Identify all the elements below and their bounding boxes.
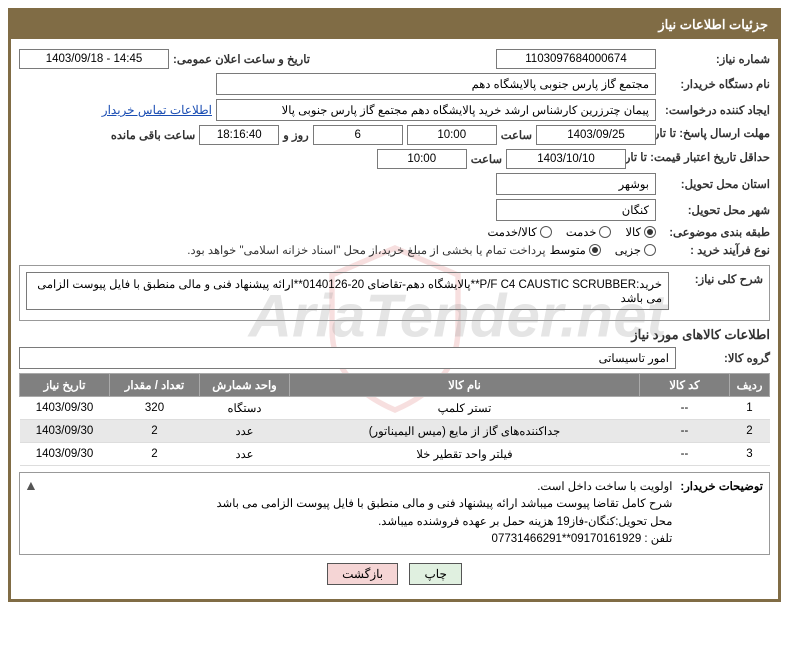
table-header: نام کالا [290, 374, 640, 397]
row-buyer: نام دستگاه خریدار: مجتمع گاز پارس جنوبی … [19, 73, 770, 95]
buyer-notes-box: ▲ توضیحات خریدار: اولویت با ساخت داخل اس… [19, 472, 770, 555]
table-cell: عدد [200, 443, 290, 466]
details-panel: جزئیات اطلاعات نیاز شماره نیاز: 11030976… [8, 8, 781, 602]
row-province: استان محل تحویل: بوشهر [19, 173, 770, 195]
process-option-0[interactable]: جزیی [615, 243, 656, 257]
radio-icon [644, 226, 656, 238]
radio-icon [644, 244, 656, 256]
print-button[interactable]: چاپ [409, 563, 461, 585]
remaining-label: ساعت باقی مانده [111, 128, 195, 142]
deadline-time-label: ساعت [501, 128, 532, 142]
table-cell: 2 [110, 420, 200, 443]
category-label: کالا [625, 225, 641, 239]
table-cell: عدد [200, 420, 290, 443]
goods-table: ردیفکد کالانام کالاواحد شمارشتعداد / مقد… [19, 373, 770, 466]
table-cell: جداکننده‌های گاز از مایع (میس الیمیناتور… [290, 420, 640, 443]
radio-icon [589, 244, 601, 256]
table-row: 1--تستر کلمپدستگاه3201403/09/30 [20, 397, 770, 420]
buyer-value: مجتمع گاز پارس جنوبی پالایشگاه دهم [216, 73, 656, 95]
process-label: جزیی [615, 243, 641, 257]
buyer-notes-text: اولویت با ساخت داخل است.شرح کامل تقاضا پ… [26, 479, 672, 548]
general-label: شرح کلی نیاز: [673, 272, 763, 286]
table-cell: 1403/09/30 [20, 420, 110, 443]
requester-value: پیمان چترزرین کارشناس ارشد خرید پالایشگا… [216, 99, 656, 121]
table-header: تعداد / مقدار [110, 374, 200, 397]
table-row: 3--فیلتر واحد تقطیر خلاعدد21403/09/30 [20, 443, 770, 466]
table-cell: -- [640, 420, 730, 443]
province-label: استان محل تحویل: [660, 177, 770, 191]
table-header: واحد شمارش [200, 374, 290, 397]
province-value: بوشهر [496, 173, 656, 195]
row-validity: حداقل تاریخ اعتبار قیمت: تا تاریخ: 1403/… [19, 149, 770, 169]
table-cell: 1403/09/30 [20, 443, 110, 466]
table-cell: تستر کلمپ [290, 397, 640, 420]
row-process: نوع فرآیند خرید : جزیی متوسط پرداخت تمام … [19, 243, 770, 257]
table-header: کد کالا [640, 374, 730, 397]
table-cell: 2 [110, 443, 200, 466]
row-deadline: مهلت ارسال پاسخ: تا تاریخ: 1403/09/25 سا… [19, 125, 770, 145]
days-suffix: روز و [283, 128, 308, 142]
process-label: نوع فرآیند خرید : [660, 243, 770, 257]
city-label: شهر محل تحویل: [660, 203, 770, 217]
table-header: ردیف [730, 374, 770, 397]
row-need-number: شماره نیاز: 1103097684000674 تاریخ و ساع… [19, 49, 770, 69]
group-label: گروه کالا: [680, 351, 770, 365]
table-cell: 320 [110, 397, 200, 420]
group-value: امور تاسیساتی [19, 347, 676, 369]
table-cell: -- [640, 397, 730, 420]
table-cell: 3 [730, 443, 770, 466]
remaining-days: 6 [313, 125, 403, 145]
validity-time-label: ساعت [471, 152, 502, 166]
need-no-label: شماره نیاز: [660, 52, 770, 66]
table-header: تاریخ نیاز [20, 374, 110, 397]
category-label: کالا/خدمت [488, 225, 537, 239]
goods-section-header: اطلاعات کالاهای مورد نیاز [19, 327, 770, 343]
validity-time: 10:00 [377, 149, 467, 169]
process-option-1[interactable]: متوسط [550, 243, 601, 257]
radio-icon [540, 226, 552, 238]
row-city: شهر محل تحویل: کنگان [19, 199, 770, 221]
category-option-2[interactable]: کالا/خدمت [488, 225, 552, 239]
requester-label: ایجاد کننده درخواست: [660, 103, 770, 117]
table-cell: -- [640, 443, 730, 466]
table-cell: 1403/09/30 [20, 397, 110, 420]
buyer-label: نام دستگاه خریدار: [660, 77, 770, 91]
scroll-up-icon[interactable]: ▲ [24, 477, 38, 493]
row-requester: ایجاد کننده درخواست: پیمان چترزرین کارشن… [19, 99, 770, 121]
announce-label: تاریخ و ساعت اعلان عمومی: [173, 52, 310, 66]
table-cell: دستگاه [200, 397, 290, 420]
buyer-notes-label: توضیحات خریدار: [680, 479, 763, 548]
button-row: چاپ بازگشت [19, 555, 770, 589]
table-cell: 1 [730, 397, 770, 420]
process-label: متوسط [550, 243, 586, 257]
contact-link[interactable]: اطلاعات تماس خریدار [102, 103, 212, 117]
category-option-0[interactable]: کالا [625, 225, 656, 239]
category-option-1[interactable]: خدمت [566, 225, 612, 239]
deadline-date: 1403/09/25 [536, 125, 656, 145]
general-text: خرید:P/F C4 CAUSTIC SCRUBBER**پالایشگاه … [26, 272, 669, 310]
category-label: خدمت [566, 225, 597, 239]
radio-icon [599, 226, 611, 238]
need-no-value: 1103097684000674 [496, 49, 656, 69]
table-cell: 2 [730, 420, 770, 443]
process-note: پرداخت تمام یا بخشی از مبلغ خرید،از محل … [187, 243, 545, 257]
panel-title: جزئیات اطلاعات نیاز [11, 11, 778, 39]
validity-label: حداقل تاریخ اعتبار قیمت: تا تاریخ: [630, 152, 770, 166]
category-label: طبقه بندی موضوعی: [660, 225, 770, 239]
table-cell: فیلتر واحد تقطیر خلا [290, 443, 640, 466]
deadline-time: 10:00 [407, 125, 497, 145]
remaining-hms: 18:16:40 [199, 125, 279, 145]
city-value: کنگان [496, 199, 656, 221]
validity-date: 1403/10/10 [506, 149, 626, 169]
row-category: طبقه بندی موضوعی: کالا خدمت کالا/خدمت [19, 225, 770, 239]
row-group: گروه کالا: امور تاسیساتی [19, 347, 770, 369]
general-desc-frame: شرح کلی نیاز: خرید:P/F C4 CAUSTIC SCRUBB… [19, 265, 770, 321]
back-button[interactable]: بازگشت [327, 563, 398, 585]
deadline-label: مهلت ارسال پاسخ: تا تاریخ: [660, 128, 770, 142]
table-row: 2--جداکننده‌های گاز از مایع (میس الیمینا… [20, 420, 770, 443]
announce-value: 1403/09/18 - 14:45 [19, 49, 169, 69]
